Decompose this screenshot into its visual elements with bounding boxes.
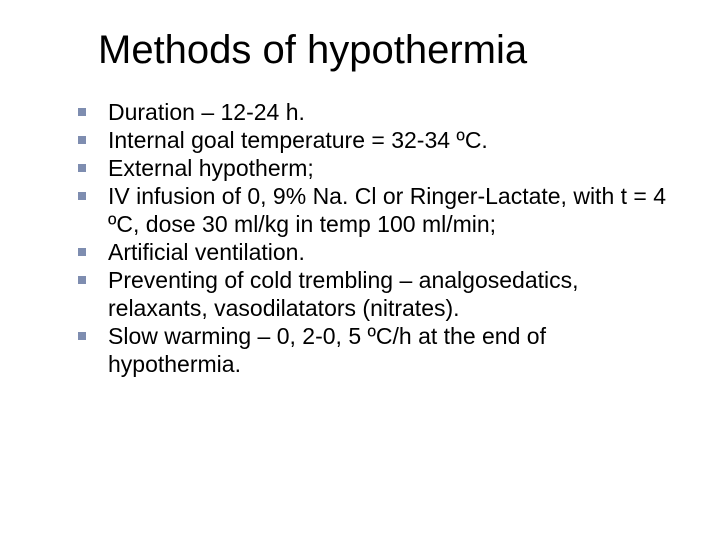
list-item: Slow warming – 0, 2-0, 5 ºС/h at the end… — [74, 322, 670, 378]
list-item: Artificial ventilation. — [74, 238, 670, 266]
list-item: External hypotherm; — [74, 154, 670, 182]
bullet-text: Duration – 12-24 h. — [108, 99, 305, 125]
bullet-text: Preventing of cold trembling – analgosed… — [108, 267, 579, 321]
bullet-text: Slow warming – 0, 2-0, 5 ºС/h at the end… — [108, 323, 546, 377]
bullet-text: IV infusion of 0, 9% Na. Cl or Ringer-La… — [108, 183, 666, 237]
slide-title: Methods of hypothermia — [98, 28, 670, 72]
square-bullet-icon — [78, 276, 86, 284]
bullet-text: Artificial ventilation. — [108, 239, 305, 265]
list-item: IV infusion of 0, 9% Na. Cl or Ringer-La… — [74, 182, 670, 238]
square-bullet-icon — [78, 248, 86, 256]
square-bullet-icon — [78, 136, 86, 144]
list-item: Duration – 12-24 h. — [74, 98, 670, 126]
square-bullet-icon — [78, 164, 86, 172]
bullet-list: Duration – 12-24 h. Internal goal temper… — [74, 98, 670, 378]
slide: Methods of hypothermia Duration – 12-24 … — [0, 0, 720, 540]
bullet-text: Internal goal temperature = 32-34 ºС. — [108, 127, 488, 153]
list-item: Internal goal temperature = 32-34 ºС. — [74, 126, 670, 154]
square-bullet-icon — [78, 192, 86, 200]
bullet-text: External hypotherm; — [108, 155, 314, 181]
square-bullet-icon — [78, 108, 86, 116]
list-item: Preventing of cold trembling – analgosed… — [74, 266, 670, 322]
square-bullet-icon — [78, 332, 86, 340]
